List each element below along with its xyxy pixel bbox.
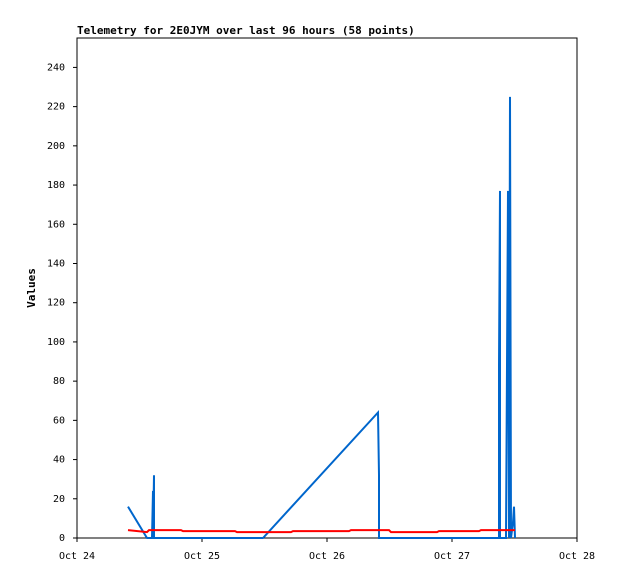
x-tick-label: Oct 26	[309, 551, 345, 562]
plot-frame	[76, 37, 578, 539]
series-line	[127, 96, 516, 539]
x-tick-label: Oct 24	[59, 551, 95, 562]
y-tick-label: 180	[47, 180, 65, 191]
y-tick-label: 120	[47, 298, 65, 309]
y-axis-label: Values	[25, 268, 38, 308]
y-tick-label: 240	[47, 62, 65, 73]
y-tick-label: 40	[53, 455, 65, 466]
y-tick-label: 100	[47, 337, 65, 348]
x-tick-label: Oct 25	[184, 551, 220, 562]
y-tick-label: 220	[47, 102, 65, 113]
y-tick-label: 20	[53, 494, 65, 505]
x-tick-label: Oct 27	[434, 551, 470, 562]
y-tick-label: 80	[53, 376, 65, 387]
y-tick-label: 200	[47, 141, 65, 152]
chart-title: Telemetry for 2E0JYM over last 96 hours …	[77, 24, 415, 37]
series-line	[127, 529, 515, 534]
x-tick-label: Oct 28	[559, 551, 595, 562]
y-tick-label: 140	[47, 258, 65, 269]
y-tick-label: 0	[59, 533, 65, 544]
y-tick-label: 160	[47, 219, 65, 230]
y-tick-label: 60	[53, 415, 65, 426]
